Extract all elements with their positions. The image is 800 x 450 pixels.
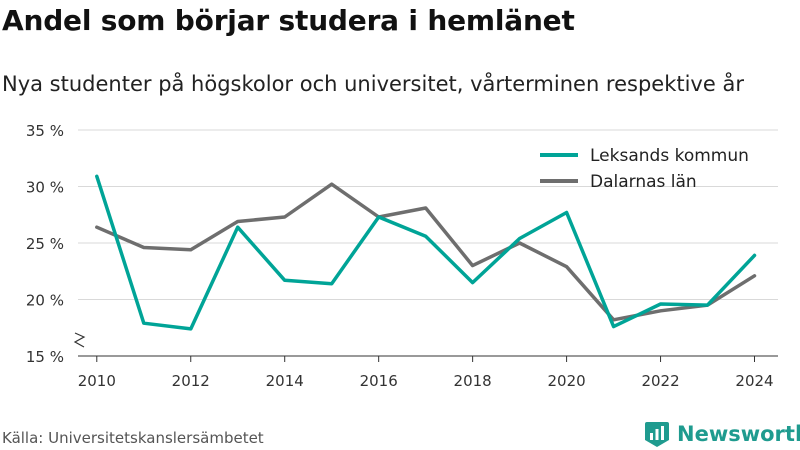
brand-logo: Newsworthy [644, 420, 800, 448]
x-tick-label: 2014 [266, 372, 304, 390]
x-tick-label: 2016 [360, 372, 398, 390]
y-tick-label: 35 % [26, 122, 64, 140]
chart-subtitle: Nya studenter på högskolor och universit… [2, 72, 744, 96]
x-tick-label: 2022 [641, 372, 679, 390]
source-note: Källa: Universitetskanslersämbetet [2, 429, 264, 447]
x-tick-label: 2010 [78, 372, 116, 390]
series-line [95, 182, 757, 322]
newsworthy-logo-icon [645, 422, 669, 447]
axis-break-icon [72, 331, 88, 351]
chart-title: Andel som börjar studera i hemlänet [2, 4, 575, 37]
logo-bar [655, 429, 659, 440]
logo-bar [650, 433, 653, 440]
axis-break-zigzag [73, 332, 86, 348]
x-tick-label: 2024 [735, 372, 773, 390]
y-tick-label: 15 % [26, 348, 64, 366]
y-tick-label: 30 % [26, 179, 64, 197]
y-tick-label: 20 % [26, 292, 64, 310]
x-tick-label: 2018 [454, 372, 492, 390]
legend-label: Leksands kommun [590, 146, 749, 166]
x-tick-label: 2020 [547, 372, 585, 390]
axis-break-mask [72, 331, 88, 351]
line-chart: 15 % 20 % 25 % 30 % 35 % 2010 2012 2014 2016 2018… [26, 122, 778, 390]
brand-name: Newsworthy [677, 422, 800, 446]
y-tick-label: 25 % [26, 235, 64, 253]
logo-bar [661, 426, 664, 440]
series-line [95, 174, 757, 331]
x-tick-label: 2012 [172, 372, 210, 390]
legend-label: Dalarnas län [590, 172, 697, 192]
